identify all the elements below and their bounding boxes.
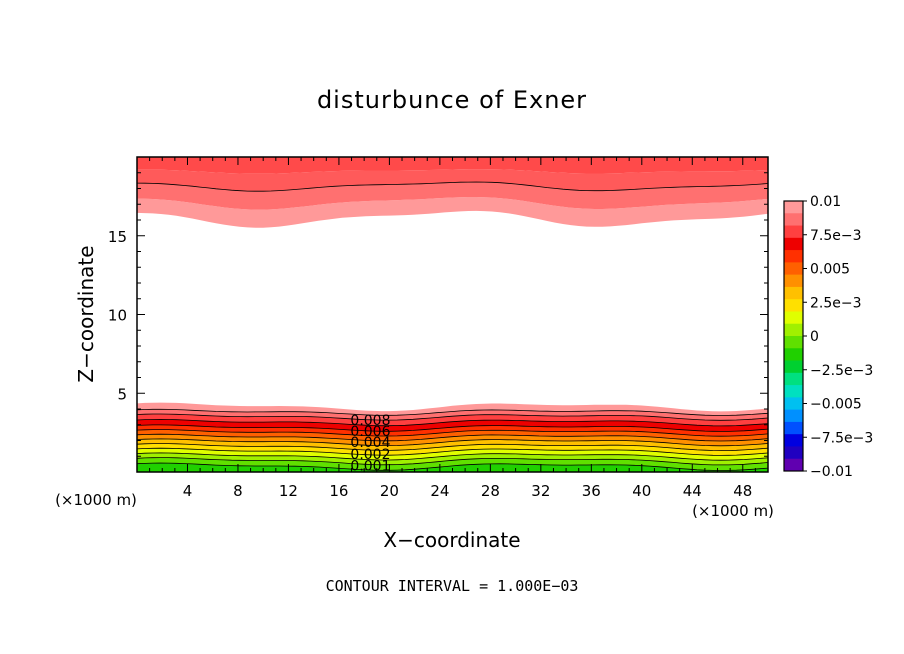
colorbar-swatch: [784, 262, 803, 276]
contour-line: [137, 462, 768, 471]
x-axis-label: X−coordinate: [383, 528, 520, 552]
x-tick-label: 36: [582, 482, 601, 500]
colorbar-tick-label: 2.5e−3: [810, 295, 862, 311]
contour-line: [137, 452, 768, 461]
colorbar-swatch: [784, 213, 803, 227]
colorbar-tick-label: −7.5e−3: [810, 430, 873, 446]
colorbar-swatch: [784, 372, 803, 386]
contour-band: [137, 197, 768, 228]
y-axis: 5 10 15: [108, 156, 768, 473]
colorbar-swatch: [784, 250, 803, 263]
contour-line: [137, 429, 768, 437]
colorbar-swatch: [784, 385, 803, 398]
colorbar-swatch: [784, 421, 803, 435]
contour-line: [137, 443, 768, 452]
contour-line: [137, 413, 768, 421]
contour-bands: [137, 157, 768, 472]
y-axis-label: Z−coordinate: [74, 245, 98, 382]
x-tick-label: 32: [531, 482, 550, 500]
contour-label: 0.001: [350, 459, 390, 475]
y-tick-label: 10: [108, 307, 127, 325]
colorbar-swatch: [784, 336, 803, 349]
contour-band: [137, 169, 768, 192]
contour-band: [137, 157, 768, 174]
contour-line: [137, 447, 768, 456]
contour-interval-note: CONTOUR INTERVAL = 1.000E−03: [325, 577, 579, 595]
colorbar-tick-label: 0: [810, 329, 819, 345]
colorbar-swatch: [784, 348, 803, 362]
contour-label: 0.002: [350, 447, 390, 463]
contour-band: [137, 182, 768, 210]
colorbar-swatch: [784, 225, 803, 239]
colorbar-swatch: [784, 286, 803, 300]
contour-line: [137, 424, 768, 432]
colorbar-swatch: [784, 299, 803, 312]
colorbar-tick-label: −0.01: [810, 464, 853, 480]
x-tick-label: 48: [733, 482, 752, 500]
x-tick-label: 40: [632, 482, 651, 500]
x-tick-label: 16: [329, 482, 348, 500]
colorbar-swatch: [784, 360, 803, 374]
x-axis-unit: (×1000 m): [55, 491, 137, 509]
x-tick-label: 12: [279, 482, 298, 500]
colorbar-tick-label: 0.005: [810, 262, 850, 278]
contour-line: [137, 438, 768, 447]
x-axis: 4 8 12 16 20 24 28 32 36 40 44 48: [136, 157, 769, 500]
x-tick-label: 44: [683, 482, 702, 500]
y-tick-label: 15: [108, 228, 127, 246]
contour-band: [137, 414, 768, 426]
contour-line: [137, 408, 768, 416]
colorbar-swatch: [784, 274, 803, 288]
x-tick-label: 8: [233, 482, 243, 500]
x-tick-label: 24: [430, 482, 449, 500]
colorbar-swatch: [784, 446, 803, 460]
colorbar-swatch: [784, 323, 803, 337]
colorbar-swatch: [784, 311, 803, 325]
colorbar-swatch: [784, 201, 803, 214]
colorbar-swatch: [784, 397, 803, 411]
colorbar-tick-label: −0.005: [810, 397, 862, 413]
colorbar-tick-label: 7.5e−3: [810, 228, 862, 244]
y-axis-unit: (×1000 m): [692, 502, 774, 520]
contour-label: 0.006: [350, 424, 390, 440]
contour-line: [137, 418, 768, 427]
contour-label: 0.004: [350, 435, 390, 451]
chart-title: disturbunce of Exner: [316, 86, 588, 114]
x-tick-label: 4: [183, 482, 193, 500]
colorbar-tick-label: 0.01: [810, 194, 841, 210]
x-tick-label: 20: [380, 482, 399, 500]
contour-line: [137, 457, 768, 466]
contour-band: [137, 419, 768, 432]
contour-line: [137, 433, 768, 442]
contour-band: [137, 402, 768, 416]
contour-line: [137, 181, 768, 192]
colorbar: 0.01 7.5e−3 0.005 2.5e−3 0 −2.5e−3 −0.005 −7.5e…: [783, 194, 873, 480]
x-tick-label: 28: [481, 482, 500, 500]
colorbar-swatch: [784, 409, 803, 423]
contour-label: 0.008: [350, 413, 390, 429]
colorbar-tick-label: −2.5e−3: [810, 363, 873, 379]
contour-band: [137, 463, 768, 472]
y-tick-label: 5: [117, 385, 127, 403]
colorbar-swatch: [784, 434, 803, 447]
colorbar-swatch: [784, 458, 803, 472]
colorbar-swatch: [784, 237, 803, 251]
